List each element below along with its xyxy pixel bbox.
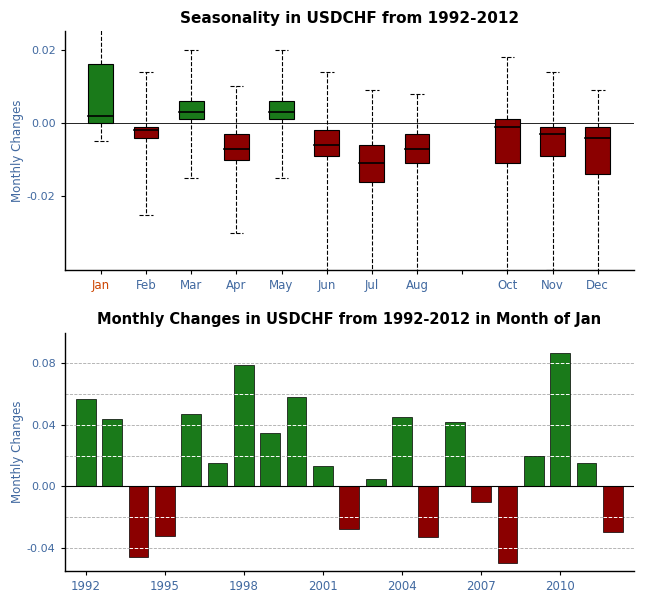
Bar [208,463,228,486]
Bar [495,120,520,163]
Bar [181,414,201,486]
Bar [314,130,339,156]
Bar [76,399,95,486]
Bar [339,486,359,529]
Bar [585,127,610,175]
Bar [577,463,597,486]
Bar [392,417,412,486]
Bar [404,134,430,163]
Bar [179,101,204,120]
Bar [471,486,491,502]
Bar [155,486,175,536]
Bar [269,101,294,120]
Bar [88,65,114,123]
Bar [366,479,386,486]
Bar [419,486,438,537]
Bar [234,365,253,486]
Bar [313,466,333,486]
Bar [102,419,122,486]
Bar [524,455,544,486]
Bar [224,134,249,159]
Bar [497,486,517,563]
Y-axis label: Monthly Changes: Monthly Changes [11,99,24,202]
Bar [445,422,464,486]
Y-axis label: Monthly Changes: Monthly Changes [11,400,24,503]
Bar [359,145,384,182]
Bar [134,127,159,138]
Bar [540,127,565,156]
Title: Seasonality in USDCHF from 1992-2012: Seasonality in USDCHF from 1992-2012 [180,11,519,26]
Bar [603,486,622,533]
Title: Monthly Changes in USDCHF from 1992-2012 in Month of Jan: Monthly Changes in USDCHF from 1992-2012… [97,312,601,327]
Bar [550,353,570,486]
Bar [286,397,306,486]
Bar [128,486,148,557]
Bar [261,432,280,486]
